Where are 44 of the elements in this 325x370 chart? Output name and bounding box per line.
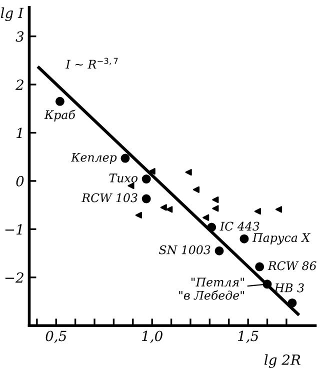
point bbox=[212, 196, 219, 204]
x-tick-label: 0,5 bbox=[46, 330, 66, 343]
point bbox=[185, 168, 192, 176]
annotation: RCW 103 bbox=[81, 193, 138, 202]
annotation: Краб bbox=[44, 110, 76, 122]
point bbox=[214, 246, 224, 256]
x-tick-label: 1,0 bbox=[142, 330, 162, 343]
point bbox=[142, 194, 151, 204]
point bbox=[192, 186, 200, 193]
point bbox=[135, 212, 142, 218]
annotation: "Петля" "в Лебеде" bbox=[179, 278, 244, 300]
point bbox=[128, 182, 134, 190]
annotation: Паруса X bbox=[252, 233, 310, 245]
annotation: IC 443 bbox=[220, 222, 260, 231]
annotation: SN 1003 bbox=[159, 245, 210, 254]
y-tick-label: 1 bbox=[16, 128, 22, 138]
annotation: RCW 86 bbox=[268, 261, 316, 270]
y-tick-label: −1 bbox=[5, 224, 22, 234]
y-tick-label: 3 bbox=[16, 31, 24, 42]
point bbox=[212, 205, 219, 212]
point bbox=[202, 214, 210, 221]
point bbox=[240, 234, 249, 244]
x-tick-label: 1,5 bbox=[238, 330, 258, 343]
point bbox=[55, 96, 64, 106]
point bbox=[148, 168, 156, 175]
point bbox=[207, 222, 216, 232]
y-axis-title: lg I bbox=[0, 7, 24, 22]
point bbox=[262, 280, 272, 289]
point bbox=[255, 262, 264, 272]
annotation: Тихо bbox=[109, 174, 138, 182]
point bbox=[288, 298, 297, 308]
y-tick-label: 2 bbox=[16, 80, 24, 90]
annotation: I ~ R$^{−3,7}$ bbox=[66, 58, 118, 68]
point bbox=[160, 204, 167, 211]
y-tick-label: 0 bbox=[16, 176, 24, 186]
point bbox=[166, 206, 173, 213]
x-axis-title: lg 2R bbox=[264, 354, 300, 368]
point bbox=[254, 208, 261, 215]
y-tick-label: −2 bbox=[5, 272, 24, 283]
annotation: HB 3 bbox=[274, 283, 304, 292]
point bbox=[275, 206, 282, 213]
point bbox=[120, 154, 130, 163]
annotation: Кеплер bbox=[70, 152, 117, 164]
point bbox=[142, 174, 151, 184]
